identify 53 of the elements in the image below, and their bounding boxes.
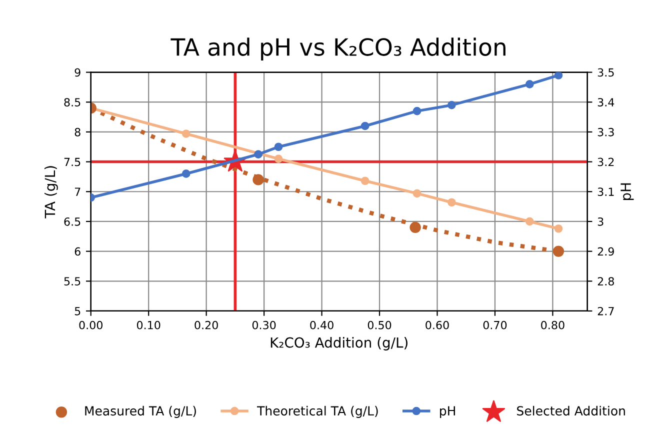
x-tick-label: 0.50	[368, 320, 392, 330]
y-axis-title: TA (g/L)	[44, 166, 58, 218]
y2-tick-label: 3.4	[598, 98, 614, 106]
point	[412, 189, 422, 198]
y2-tick-label: 3.2	[598, 158, 614, 166]
point	[525, 80, 534, 88]
y-tick-label: 5.5	[64, 277, 80, 286]
y2-tick-label: 3.5	[598, 68, 614, 77]
y-tick-label: 8	[74, 128, 80, 136]
point	[448, 198, 456, 207]
y-tick-label: 7	[74, 188, 80, 196]
legend-label: pH	[440, 406, 455, 418]
y2-tick-label: 2.9	[598, 247, 614, 256]
y2-tick-label: 3.3	[598, 128, 614, 136]
point	[254, 150, 262, 158]
x-tick-label: 0.00	[79, 320, 102, 330]
y2-axis-title: pH	[620, 183, 634, 200]
point	[554, 72, 563, 80]
x-tick-label: 0.60	[426, 320, 449, 330]
y2-tick-label: 3	[598, 217, 604, 226]
point	[274, 154, 283, 163]
legend-label: Measured TA (g/L)	[85, 406, 196, 418]
y-tick-label: 6.5	[64, 217, 80, 226]
y-tick-label: 8.5	[64, 98, 80, 106]
x-tick-label: 0.20	[194, 320, 218, 330]
y-tick-label: 5	[74, 307, 80, 316]
chart-title: TA and pH vs K₂CO₃ Addition	[170, 38, 506, 61]
x-axis-title: K₂CO₃ Addition (g/L)	[270, 337, 408, 350]
point	[448, 100, 456, 110]
point	[410, 222, 421, 234]
point	[252, 174, 264, 186]
y2-tick-label: 3.1	[598, 188, 614, 196]
legend-label: Selected Addition	[517, 406, 625, 416]
legend-label: Theoretical TA (g/L)	[257, 406, 378, 418]
y-tick-label: 7.5	[64, 158, 80, 166]
x-tick-label: 0.30	[252, 320, 276, 330]
point	[360, 122, 370, 130]
point	[360, 176, 370, 186]
y2-tick-label: 2.7	[598, 306, 614, 316]
y-tick-label: 9	[74, 68, 80, 77]
y2-tick-label: 2.8	[598, 277, 614, 286]
x-tick-label: 0.80	[541, 320, 564, 330]
point	[412, 106, 422, 116]
point	[182, 130, 190, 138]
y-tick-label: 6	[74, 247, 80, 256]
point	[552, 246, 564, 257]
point	[182, 170, 190, 178]
point	[525, 217, 534, 226]
point	[274, 142, 283, 152]
x-tick-label: 0.70	[483, 320, 507, 330]
x-tick-label: 0.10	[136, 320, 160, 330]
x-tick-label: 0.40	[310, 320, 334, 330]
point	[554, 224, 563, 233]
